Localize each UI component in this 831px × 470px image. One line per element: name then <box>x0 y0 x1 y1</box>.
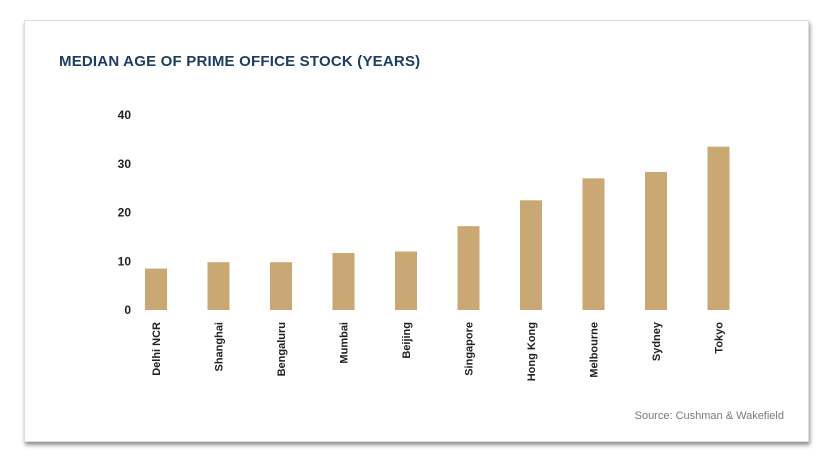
bar <box>582 178 605 310</box>
bar <box>520 200 542 310</box>
bar <box>332 252 355 310</box>
x-tick-label: Delhi NCR <box>151 322 163 376</box>
bar <box>645 172 667 310</box>
x-tick-label: Singapore <box>464 322 476 376</box>
bar <box>707 146 730 310</box>
x-tick-label: Mumbai <box>339 322 351 364</box>
chart-title: MEDIAN AGE OF PRIME OFFICE STOCK (YEARS) <box>59 53 421 70</box>
x-tick-label: Beijing <box>401 322 413 359</box>
x-tick-label: Sydney <box>651 321 663 361</box>
bar <box>207 262 230 310</box>
y-tick-label: 10 <box>118 254 132 268</box>
bar <box>457 226 480 310</box>
y-tick-label: 20 <box>118 206 132 220</box>
x-tick-label: Melbourne <box>589 322 601 378</box>
x-tick-label: Bengaluru <box>276 322 288 376</box>
bar <box>395 251 417 310</box>
source-note: Source: Cushman & Wakefield <box>634 410 784 422</box>
chart-card: MEDIAN AGE OF PRIME OFFICE STOCK (YEARS)… <box>24 20 809 442</box>
bar <box>270 262 292 310</box>
bar <box>145 268 167 310</box>
y-tick-label: 40 <box>118 108 132 122</box>
y-tick-label: 0 <box>124 303 131 317</box>
x-tick-label: Shanghai <box>214 322 226 372</box>
y-tick-label: 30 <box>118 157 132 171</box>
bar-chart: 0 10 20 30 40 Delhi NCR Shanghai Bengaluru Mumba… <box>118 108 730 381</box>
x-tick-label: Hong Kong <box>526 322 538 381</box>
x-tick-label: Tokyo <box>714 322 726 354</box>
